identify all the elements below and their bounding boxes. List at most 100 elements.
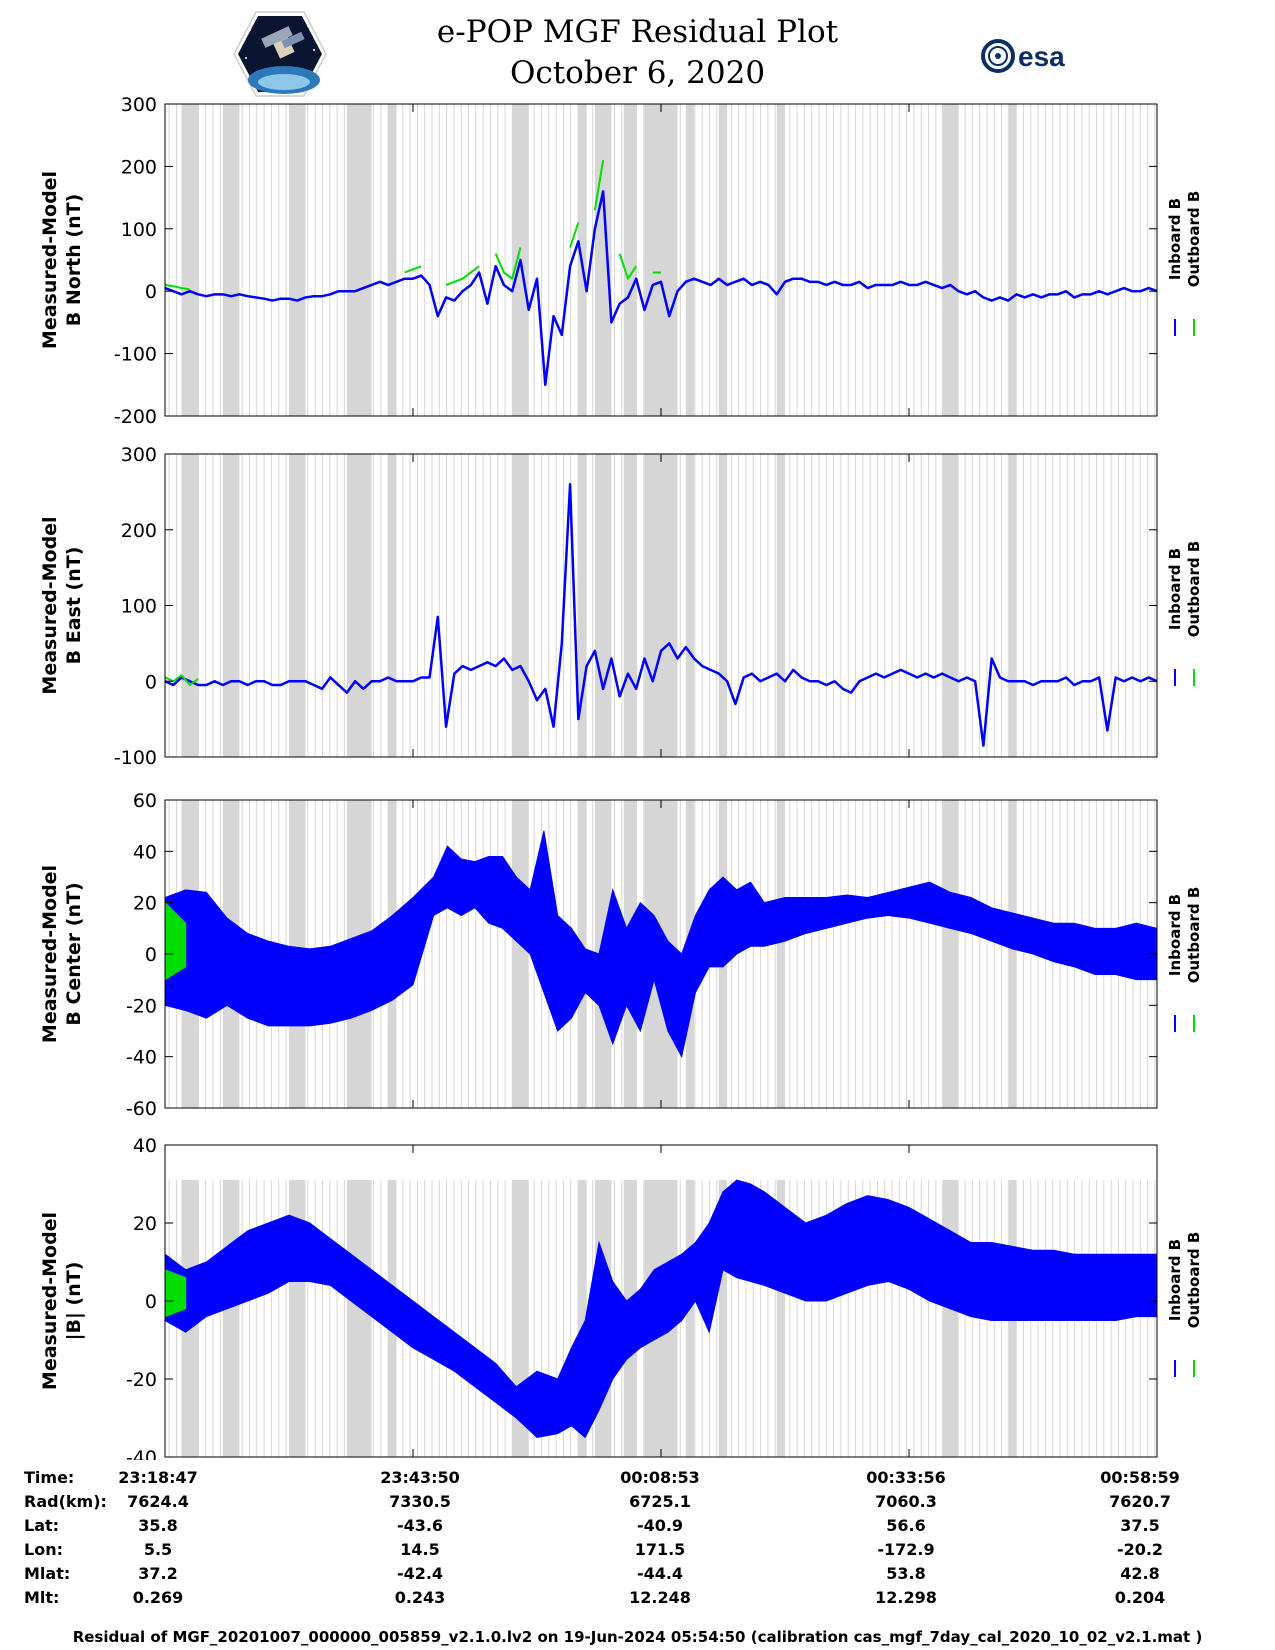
info-cell: 7330.5 xyxy=(389,1492,451,1511)
figure-caption: Residual of MGF_20201007_000000_005859_v… xyxy=(72,1628,1203,1646)
shade-interval xyxy=(776,454,785,757)
cassiope-logo-icon xyxy=(233,11,327,97)
y-tick-label: 300 xyxy=(121,444,157,466)
info-cell: 0.269 xyxy=(132,1588,184,1607)
series-inboard-line xyxy=(164,483,1158,747)
legend-entry: Inboard B xyxy=(1166,548,1184,630)
info-cell: 56.6 xyxy=(886,1516,926,1535)
shade-interval xyxy=(718,1180,728,1457)
info-cell: -43.6 xyxy=(396,1516,444,1535)
legend-entry: Outboard B xyxy=(1185,191,1203,288)
y-tick-label: -40 xyxy=(126,1447,157,1460)
legend-entry: Outboard B xyxy=(1185,541,1203,638)
info-cell: 37.2 xyxy=(138,1564,178,1583)
shade-interval xyxy=(685,1180,695,1457)
shade-interval xyxy=(512,454,529,757)
info-cell: 6725.1 xyxy=(629,1492,691,1511)
svg-text:esa: esa xyxy=(1018,41,1065,72)
info-cell: 12.298 xyxy=(875,1588,937,1607)
y-axis-label-line1: Measured-Model xyxy=(39,865,61,1043)
info-cell: 00:33:56 xyxy=(866,1468,946,1487)
y-tick-label: 0 xyxy=(145,944,157,966)
y-tick-label: 300 xyxy=(121,94,157,116)
y-tick-label: 20 xyxy=(133,893,157,915)
info-cell: 37.5 xyxy=(1120,1516,1160,1535)
y-tick-label: 200 xyxy=(121,520,157,542)
shade-interval xyxy=(685,454,695,757)
shade-interval xyxy=(388,104,397,416)
info-cell: 7620.7 xyxy=(1109,1492,1171,1511)
info-row-label: Mlat: xyxy=(24,1564,71,1583)
series-outboard-band xyxy=(164,1269,187,1318)
info-row-label: Time: xyxy=(24,1468,75,1487)
shade-interval xyxy=(181,104,199,416)
info-cell: 35.8 xyxy=(138,1516,178,1535)
info-cell: 5.5 xyxy=(143,1540,173,1559)
series-outboard-line xyxy=(164,159,661,291)
y-axis-label-line1: Measured-Model xyxy=(39,1212,61,1390)
info-row-label: Lat: xyxy=(24,1516,60,1535)
y-tick-label: 40 xyxy=(133,841,157,863)
shade-interval xyxy=(578,454,587,757)
info-cell: 00:58:59 xyxy=(1100,1468,1180,1487)
info-cell: 00:08:53 xyxy=(620,1468,700,1487)
info-cell: 23:18:47 xyxy=(118,1468,198,1487)
y-tick-label: 20 xyxy=(133,1213,157,1235)
panel-4: -40 -20 0 20 40 Measured-Model |B| (nT) Inboard… xyxy=(39,1135,1203,1460)
shade-interval xyxy=(644,454,678,757)
orbit-info-table: Time: 23:18:47 23:43:50 00:08:53 00:33:56 00:… xyxy=(0,1468,1275,1618)
info-cell: 53.8 xyxy=(886,1564,926,1583)
shade-interval xyxy=(289,104,306,416)
info-cell: 12.248 xyxy=(629,1588,691,1607)
info-cell: 7624.4 xyxy=(127,1492,189,1511)
y-tick-label: -20 xyxy=(126,1369,157,1391)
series-outboard-line xyxy=(164,674,199,687)
y-tick-label: -200 xyxy=(114,406,157,428)
y-axis-label-line2: B Center (nT) xyxy=(63,882,85,1025)
info-cell: 42.8 xyxy=(1120,1564,1160,1583)
shade-interval xyxy=(685,104,695,416)
y-axis-label-line1: Measured-Model xyxy=(39,516,61,694)
y-tick-label: 0 xyxy=(145,671,157,693)
legend-entry: Inboard B xyxy=(1166,1239,1184,1321)
info-cell: 171.5 xyxy=(634,1540,686,1559)
y-tick-label: 40 xyxy=(133,1135,157,1157)
shade-interval xyxy=(776,800,785,1108)
y-tick-label: -20 xyxy=(126,995,157,1017)
info-row-label: Rad(km): xyxy=(24,1492,107,1511)
y-axis-label-line1: Measured-Model xyxy=(39,171,61,349)
info-row-label: Lon: xyxy=(24,1540,63,1559)
info-cell: 0.204 xyxy=(1114,1588,1166,1607)
shade-interval xyxy=(512,800,529,1108)
esa-logo-icon: esa xyxy=(981,39,1065,73)
shade-interval xyxy=(623,454,637,757)
shade-interval xyxy=(222,104,240,416)
y-axis-label-line2: |B| (nT) xyxy=(63,1262,85,1341)
panel-3: -60 -40 -20 0 20 40 60 Measured-Model B Center (… xyxy=(39,790,1203,1120)
series-inboard-line xyxy=(164,190,1158,387)
shade-interval xyxy=(776,1180,785,1457)
y-tick-label: -100 xyxy=(114,344,157,366)
y-axis-label-line2: B North (nT) xyxy=(63,194,85,327)
legend-entry: Inboard B xyxy=(1166,894,1184,976)
shade-interval xyxy=(1008,104,1017,416)
shade-interval xyxy=(222,454,240,757)
legend-entry: Outboard B xyxy=(1185,887,1203,984)
shade-interval xyxy=(388,454,397,757)
shade-interval xyxy=(594,104,612,416)
shade-interval xyxy=(718,104,728,416)
shade-interval xyxy=(718,454,728,757)
shade-interval xyxy=(1008,800,1017,1108)
info-cell: 7060.3 xyxy=(875,1492,937,1511)
y-tick-label: 100 xyxy=(121,219,157,241)
y-tick-label: -60 xyxy=(126,1098,157,1120)
shade-interval xyxy=(594,454,612,757)
y-tick-label: 200 xyxy=(121,156,157,178)
info-cell: -172.9 xyxy=(877,1540,935,1559)
y-axis-label-line2: B East (nT) xyxy=(63,547,85,665)
y-tick-label: 0 xyxy=(145,1291,157,1313)
chart-title: e-POP MGF Residual Plot xyxy=(436,14,839,50)
panel-2: -100 0 100 200 300 Measured-Model B East (nT) I… xyxy=(39,444,1203,769)
shade-interval xyxy=(644,104,678,416)
